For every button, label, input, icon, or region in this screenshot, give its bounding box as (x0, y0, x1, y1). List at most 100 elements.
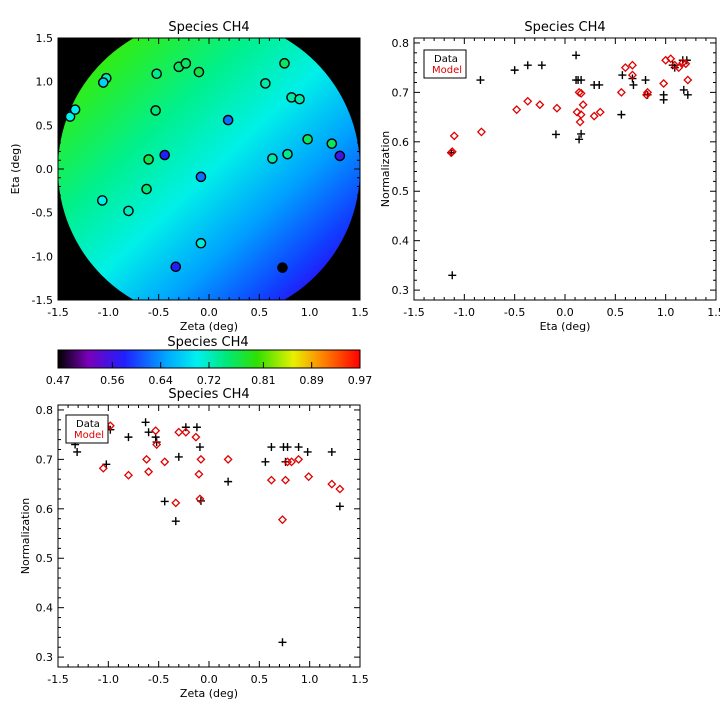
map-ytick-label: 1.0 (36, 76, 54, 89)
map-ytick-label: -1.5 (32, 294, 53, 307)
zeta-xtick-label: -1.0 (98, 673, 119, 686)
colorbar-title: Species CH4 (167, 335, 248, 350)
zeta-data-point (303, 447, 312, 456)
eta-model-point (674, 63, 684, 73)
zeta-model-point (223, 454, 233, 464)
eta-ytick-label: 0.5 (392, 185, 410, 198)
colorbar-tick-label: 0.47 (46, 374, 71, 387)
eta-legend: Data Model (423, 49, 467, 79)
zeta-data-point (294, 443, 303, 452)
map-frame (57, 37, 361, 301)
colorbar-tick-label: 0.56 (100, 374, 125, 387)
eta-model-point (589, 111, 599, 121)
zeta-data-point (174, 452, 183, 461)
zeta-model-point (294, 454, 304, 464)
zeta-data-point (267, 443, 276, 452)
zeta-ytick-label: 0.5 (36, 552, 54, 565)
zeta-model-point (194, 469, 204, 479)
eta-model-point (447, 147, 457, 157)
eta-data-point (551, 130, 560, 139)
map-xtick-label: 0.5 (251, 306, 269, 319)
eta-xlabel: Eta (deg) (540, 320, 591, 333)
map-point (302, 134, 313, 145)
eta-model-point (523, 96, 533, 106)
map-point (294, 93, 305, 105)
eta-legend-box (423, 49, 467, 79)
eta-model-point (449, 131, 459, 141)
eta-xtick-label: 0.5 (607, 306, 625, 319)
zeta-data-point (261, 457, 270, 466)
eta-data-point (641, 76, 650, 85)
eta-data-point (577, 129, 586, 138)
eta-ytick-label: 0.3 (392, 284, 410, 297)
zeta-data-point (141, 418, 150, 427)
zeta-data-point (152, 438, 161, 447)
zeta-title: Species CH4 (168, 387, 249, 402)
zeta-model-point (151, 426, 161, 436)
eta-model-point (666, 54, 676, 64)
zeta-ylabel: Normalization (19, 498, 32, 574)
zeta-ytick-label: 0.7 (36, 453, 54, 466)
eta-model-point (578, 100, 588, 110)
eta-model-point (574, 87, 584, 97)
eta-data-point (577, 76, 586, 85)
zeta-model-point (98, 463, 108, 473)
eta-data-point (476, 76, 485, 85)
zeta-xtick-label: 1.0 (301, 673, 319, 686)
colorbar-tick-label: 0.89 (299, 374, 324, 387)
map-ytick-label: -1.0 (32, 250, 53, 263)
zeta-model-point (144, 467, 154, 477)
eta-model-point (572, 107, 582, 117)
eta-ytick-label: 0.7 (392, 86, 410, 99)
zeta-data-point (192, 423, 201, 432)
zeta-legend-box (65, 414, 109, 444)
map-panel: Species CH4 -1.5 -1.0 -0.5 0.0 0.5 1.0 1.5 -1.5… (9, 20, 369, 333)
eta-data-point (679, 85, 688, 94)
zeta-data-point (124, 433, 133, 442)
eta-model-point (683, 75, 693, 85)
zeta-model-point (171, 498, 181, 508)
eta-model-point (670, 60, 680, 70)
eta-model-point (616, 87, 626, 97)
map-point (98, 77, 109, 88)
map-point (159, 149, 171, 161)
zeta-xtick-label: -0.5 (148, 673, 169, 686)
map-xtick-label: 1.5 (351, 306, 369, 319)
zeta-xtick-label: 1.5 (351, 673, 369, 686)
zeta-ytick-label: 0.3 (36, 651, 54, 664)
eta-model-point (576, 88, 586, 98)
eta-model-point (576, 110, 586, 120)
zeta-model-point (195, 494, 205, 504)
eta-model-point (535, 100, 545, 110)
zeta-data-point (171, 517, 180, 526)
zeta-legend-data: Data (76, 419, 100, 430)
map-point (141, 183, 152, 195)
eta-model-point (643, 87, 653, 97)
map-point (151, 68, 162, 80)
eta-data-point (659, 90, 668, 99)
map-xtick-label: 0.0 (200, 306, 218, 319)
eta-xtick-label: -1.5 (403, 306, 424, 319)
map-xlabel: Zeta (deg) (180, 320, 238, 333)
eta-model-point (476, 127, 486, 137)
zeta-model-point (287, 457, 297, 467)
zeta-model-point (280, 475, 291, 485)
zeta-ytick-label: 0.8 (36, 404, 54, 417)
eta-data-point (629, 80, 638, 89)
map-point (123, 205, 134, 217)
map-point (260, 78, 271, 89)
map-point (193, 66, 205, 78)
eta-panel: Species CH4 -1.5 -1.0 -0.5 0.0 0.5 1.0 1.5 0.3 0… (379, 20, 720, 333)
map-point (180, 58, 192, 69)
map-xtick-label: -1.0 (98, 306, 119, 319)
eta-model-point (575, 117, 585, 127)
zeta-model-point (152, 440, 162, 450)
zeta-data-point (181, 423, 190, 432)
map-title: Species CH4 (168, 20, 249, 35)
eta-data-point (448, 271, 457, 280)
eta-data-point (595, 80, 604, 89)
zeta-data-point (327, 447, 336, 456)
map-ytick-label: 1.5 (36, 32, 54, 45)
eta-xtick-label: 1.0 (657, 306, 675, 319)
